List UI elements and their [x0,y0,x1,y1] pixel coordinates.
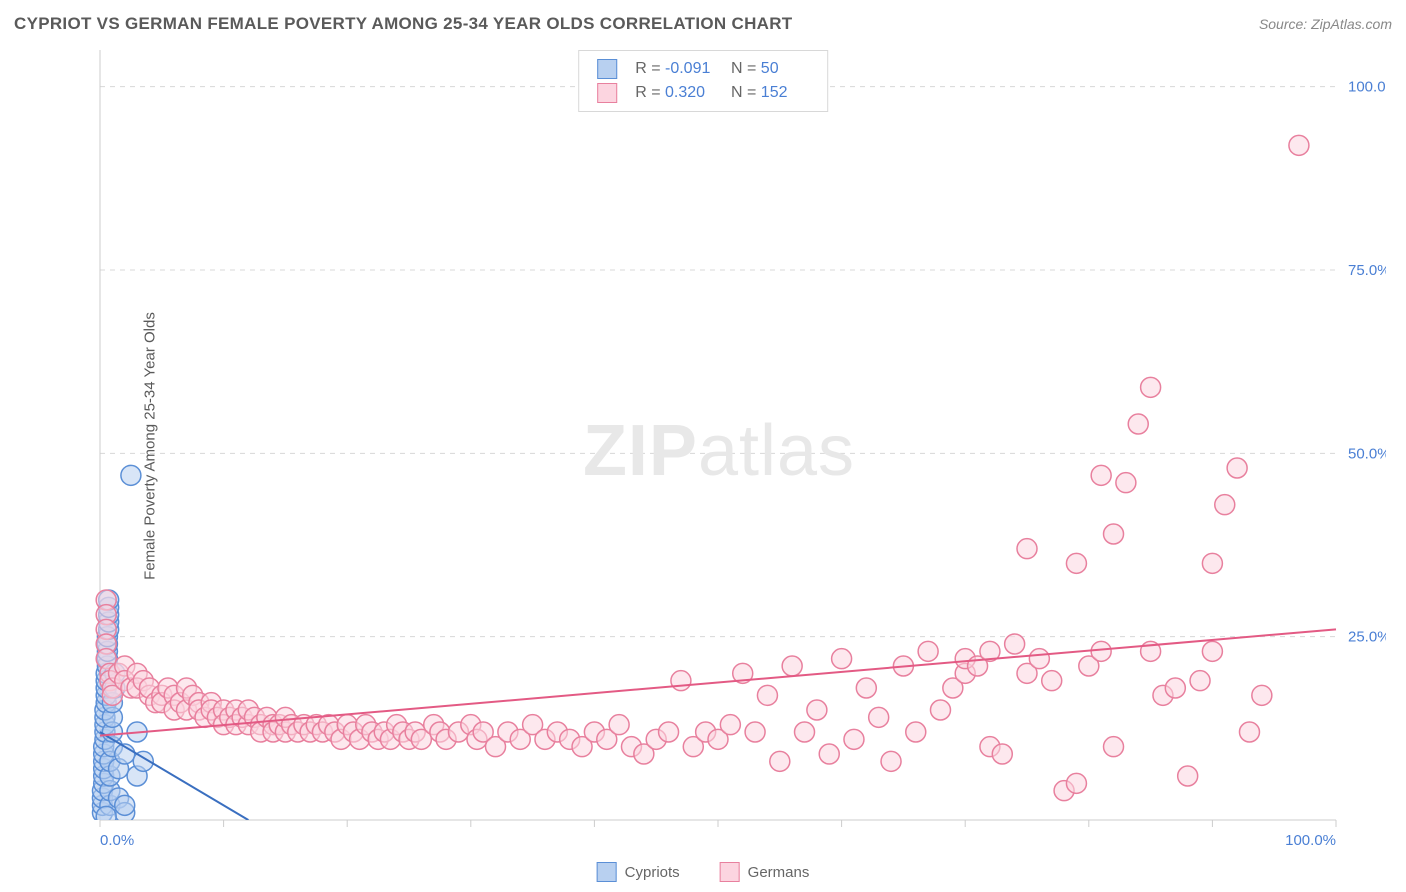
legend-swatch [720,862,740,882]
legend-stats: R = -0.091N = 50R = 0.320N = 152 [578,50,828,112]
legend-bottom: Cypriots Germans [597,862,810,882]
source-label: Source: ZipAtlas.com [1259,16,1392,32]
legend-label: Germans [748,864,810,881]
legend-stats-row: R = -0.091N = 50 [597,57,809,81]
chart-title: CYPRIOT VS GERMAN FEMALE POVERTY AMONG 2… [14,14,793,34]
legend-item: Germans [720,862,810,882]
svg-text:75.0%: 75.0% [1348,262,1386,279]
legend-item: Cypriots [597,862,680,882]
legend-swatch [597,59,617,79]
svg-text:25.0%: 25.0% [1348,629,1386,646]
legend-swatch [597,83,617,103]
legend-swatch [597,862,617,882]
scatter-plot: 0.0% 100.0% 25.0% 50.0% 75.0% 100.0% [52,50,1386,852]
svg-text:50.0%: 50.0% [1348,445,1386,462]
svg-text:100.0%: 100.0% [1348,79,1386,96]
legend-stats-row: R = 0.320N = 152 [597,81,809,105]
legend-label: Cypriots [625,864,680,881]
svg-text:0.0%: 0.0% [100,832,134,849]
svg-text:100.0%: 100.0% [1285,832,1336,849]
chart-area: ZIPatlas 0.0%100.0%25.0%50.0%75.0%100.0% [52,50,1386,852]
